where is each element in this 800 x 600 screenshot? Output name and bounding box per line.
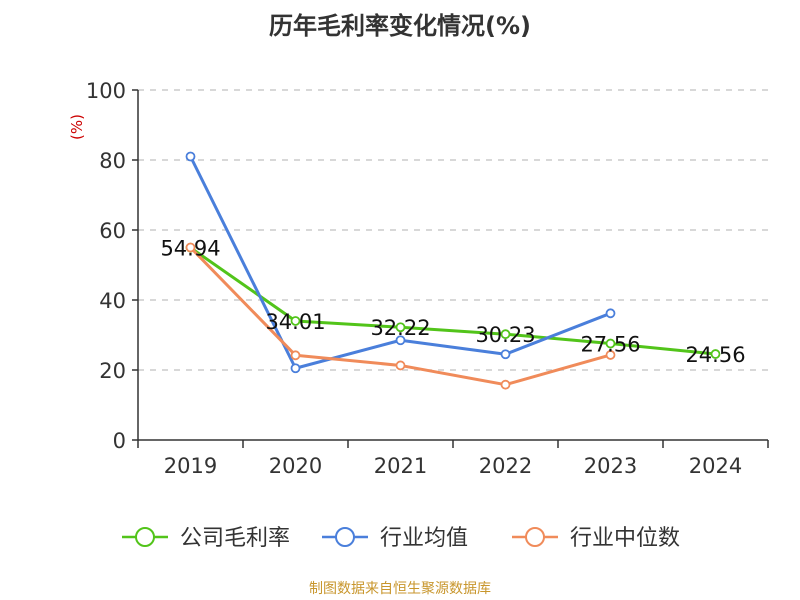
y-tick-label: 100 xyxy=(86,79,126,103)
data-label: 32.22 xyxy=(370,316,430,340)
legend-label: 行业中位数 xyxy=(570,526,680,551)
legend-marker xyxy=(135,527,155,547)
x-tick-label: 2023 xyxy=(584,454,637,478)
data-point xyxy=(605,338,616,349)
data-point xyxy=(710,349,721,359)
data-label: 54.94 xyxy=(160,237,220,261)
data-point xyxy=(395,322,406,333)
y-tick-label: 60 xyxy=(99,219,126,243)
source-credit: 制图数据来自恒生聚源数据库 xyxy=(309,581,491,597)
data-label: 27.56 xyxy=(580,333,640,357)
y-tick-label: 40 xyxy=(99,289,126,313)
data-point xyxy=(290,316,301,326)
x-tick-label: 2019 xyxy=(164,454,217,478)
x-tick-label: 2021 xyxy=(374,454,427,478)
y-tick-label: 0 xyxy=(113,429,126,453)
data-point xyxy=(500,329,511,340)
data-point xyxy=(500,349,511,360)
data-label: 24.56 xyxy=(685,343,745,367)
y-tick-label: 80 xyxy=(99,149,126,173)
chart-title: 历年毛利率变化情况(%) xyxy=(269,12,531,40)
data-point xyxy=(185,151,196,162)
legend-label: 公司毛利率 xyxy=(180,526,290,551)
axes: 0 20 40 60 80 100(%) 2019 2020 2021 2022 2023 2024 xyxy=(68,79,769,478)
x-tick-label: 2022 xyxy=(479,454,532,478)
legend-item[interactable]: 行业均值 xyxy=(322,526,468,551)
data-label: 30.23 xyxy=(475,323,535,347)
data-point xyxy=(605,350,616,360)
series-lines xyxy=(185,151,721,390)
legend-marker xyxy=(525,527,545,547)
data-labels: 54.94 34.01 32.22 30.23 27.56 24.56 xyxy=(160,237,745,367)
legend-marker xyxy=(335,527,355,547)
data-point xyxy=(500,379,511,390)
x-tick-label: 2020 xyxy=(269,454,322,478)
y-axis-label: (%) xyxy=(68,114,86,140)
legend[interactable]: 公司毛利率 行业均值 行业中位数 xyxy=(122,526,680,551)
data-label: 34.01 xyxy=(265,310,325,334)
data-point xyxy=(290,350,301,361)
data-point xyxy=(185,242,196,253)
series-line-0 xyxy=(189,246,716,356)
legend-item[interactable]: 行业中位数 xyxy=(512,526,680,551)
gridlines xyxy=(138,89,768,371)
x-tick-label: 2024 xyxy=(689,454,742,478)
legend-item[interactable]: 公司毛利率 xyxy=(122,526,290,551)
data-point xyxy=(395,360,406,371)
legend-label: 行业均值 xyxy=(380,526,468,551)
data-point xyxy=(605,308,616,319)
data-point xyxy=(395,335,406,346)
y-tick-label: 20 xyxy=(99,359,126,383)
data-point xyxy=(290,363,301,374)
